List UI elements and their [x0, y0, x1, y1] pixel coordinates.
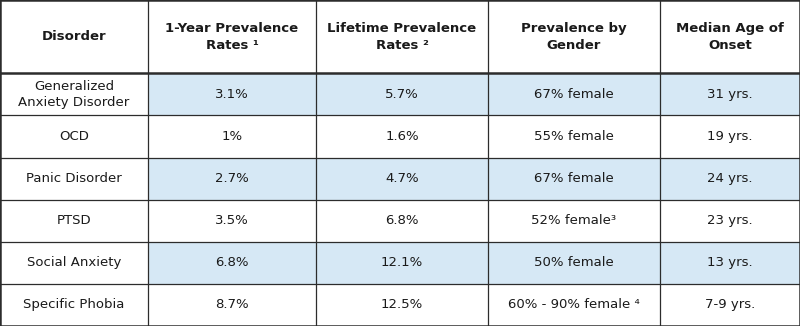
Text: 5.7%: 5.7%	[385, 88, 419, 101]
Bar	[148, 115, 800, 157]
Bar	[0, 0, 800, 73]
Text: 60% - 90% female ⁴: 60% - 90% female ⁴	[508, 298, 640, 311]
Bar	[148, 157, 800, 200]
Text: Median Age of
Onset: Median Age of Onset	[676, 22, 784, 52]
Text: 52% female³: 52% female³	[531, 214, 617, 227]
Bar	[0, 73, 148, 115]
Text: 24 yrs.: 24 yrs.	[707, 172, 753, 185]
Text: 12.5%: 12.5%	[381, 298, 423, 311]
Text: 23 yrs.: 23 yrs.	[707, 214, 753, 227]
Text: 31 yrs.: 31 yrs.	[707, 88, 753, 101]
Text: 3.5%: 3.5%	[215, 214, 249, 227]
Text: 6.8%: 6.8%	[386, 214, 418, 227]
Text: 3.1%: 3.1%	[215, 88, 249, 101]
Text: 1-Year Prevalence
Rates ¹: 1-Year Prevalence Rates ¹	[166, 22, 298, 52]
Text: PTSD: PTSD	[57, 214, 91, 227]
Text: OCD: OCD	[59, 130, 89, 143]
Text: Social Anxiety: Social Anxiety	[27, 256, 121, 269]
Text: 12.1%: 12.1%	[381, 256, 423, 269]
Text: Panic Disorder: Panic Disorder	[26, 172, 122, 185]
Text: 50% female: 50% female	[534, 256, 614, 269]
Bar	[0, 200, 148, 242]
Text: 1%: 1%	[222, 130, 242, 143]
Text: 55% female: 55% female	[534, 130, 614, 143]
Text: 67% female: 67% female	[534, 88, 614, 101]
Bar	[148, 200, 800, 242]
Text: Generalized
Anxiety Disorder: Generalized Anxiety Disorder	[18, 80, 130, 109]
Text: Specific Phobia: Specific Phobia	[23, 298, 125, 311]
Text: 2.7%: 2.7%	[215, 172, 249, 185]
Text: 67% female: 67% female	[534, 172, 614, 185]
Bar	[0, 242, 148, 284]
Bar	[0, 115, 148, 157]
Text: 8.7%: 8.7%	[215, 298, 249, 311]
Text: Disorder: Disorder	[42, 30, 106, 43]
Text: 4.7%: 4.7%	[385, 172, 419, 185]
Text: 6.8%: 6.8%	[215, 256, 249, 269]
Bar	[148, 242, 800, 284]
Text: 19 yrs.: 19 yrs.	[707, 130, 753, 143]
Bar	[0, 157, 148, 200]
Text: 7-9 yrs.: 7-9 yrs.	[705, 298, 755, 311]
Bar	[148, 73, 800, 115]
Bar	[148, 284, 800, 326]
Text: Prevalence by
Gender: Prevalence by Gender	[521, 22, 627, 52]
Text: Lifetime Prevalence
Rates ²: Lifetime Prevalence Rates ²	[327, 22, 477, 52]
Text: 1.6%: 1.6%	[385, 130, 419, 143]
Text: 13 yrs.: 13 yrs.	[707, 256, 753, 269]
Bar	[0, 284, 148, 326]
